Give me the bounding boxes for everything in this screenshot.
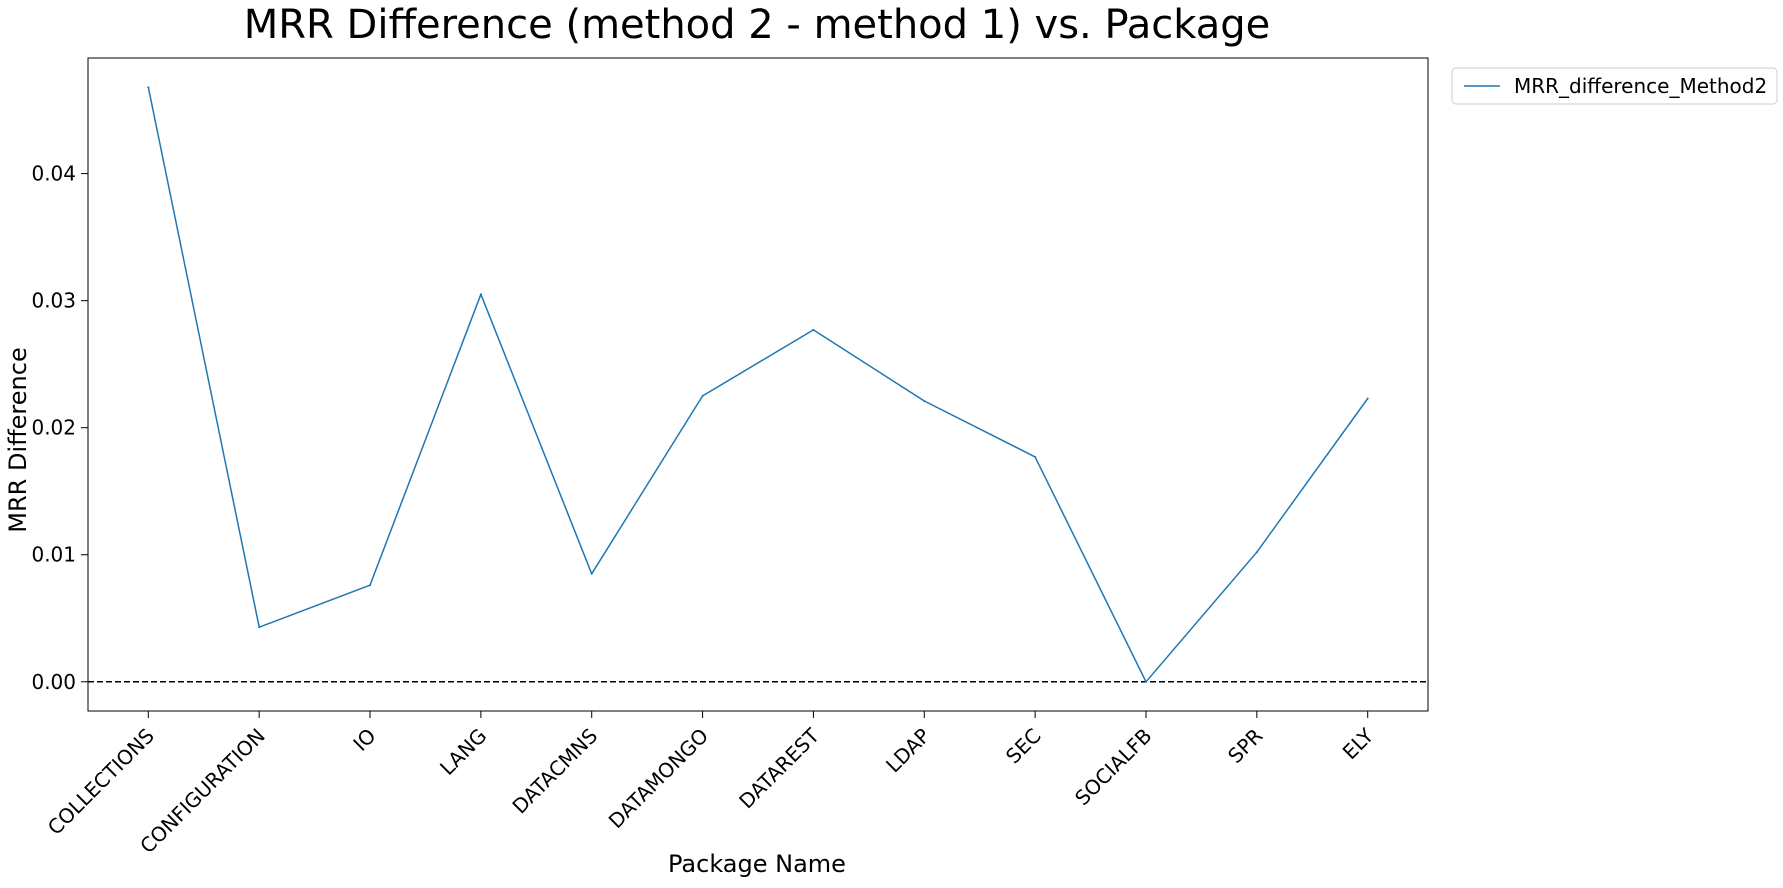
data-point <box>923 400 926 403</box>
x-tick-label: DATACMNS <box>507 724 602 819</box>
y-tick-label: 0.03 <box>31 289 76 313</box>
y-tick-label: 0.00 <box>31 670 76 694</box>
legend-box <box>1451 67 1778 105</box>
y-axis-label: MRR Difference <box>4 347 32 532</box>
legend: MRR_difference_Method2 <box>1451 67 1778 105</box>
data-point <box>1034 455 1037 458</box>
x-tick-label: LANG <box>435 724 491 780</box>
x-axis-label: Package Name <box>668 850 846 878</box>
data-point <box>1366 397 1369 400</box>
legend-label: MRR_difference_Method2 <box>1514 74 1767 98</box>
x-tick-label: LDAP <box>881 724 935 778</box>
x-tick-label: DATAREST <box>734 723 824 813</box>
plot-area: 0.000.010.020.030.04COLLECTIONSCONFIGURA… <box>31 57 1429 858</box>
x-tick-label: SPR <box>1223 723 1267 767</box>
data-point <box>590 572 593 575</box>
x-tick-label: IO <box>348 724 380 756</box>
y-tick-label: 0.02 <box>31 416 76 440</box>
x-tick-label: ELY <box>1338 723 1379 764</box>
data-point <box>479 293 482 296</box>
data-point <box>147 86 150 89</box>
data-point <box>369 584 372 587</box>
x-tick-label: SOCIALFB <box>1070 724 1157 811</box>
data-point <box>1255 551 1258 554</box>
series-line <box>147 87 1369 683</box>
plot-frame <box>87 57 1429 712</box>
data-point <box>701 394 704 397</box>
data-point <box>258 626 261 629</box>
x-tick-label: SEC <box>1001 724 1046 769</box>
y-tick-label: 0.04 <box>31 162 76 186</box>
data-point <box>812 328 815 331</box>
data-point <box>1144 680 1147 683</box>
x-tick-label: DATAMONGO <box>604 724 713 833</box>
x-tick-label: COLLECTIONS <box>43 724 159 840</box>
y-tick-label: 0.01 <box>31 543 76 567</box>
chart-title: MRR Difference (method 2 - method 1) vs.… <box>244 2 1271 48</box>
